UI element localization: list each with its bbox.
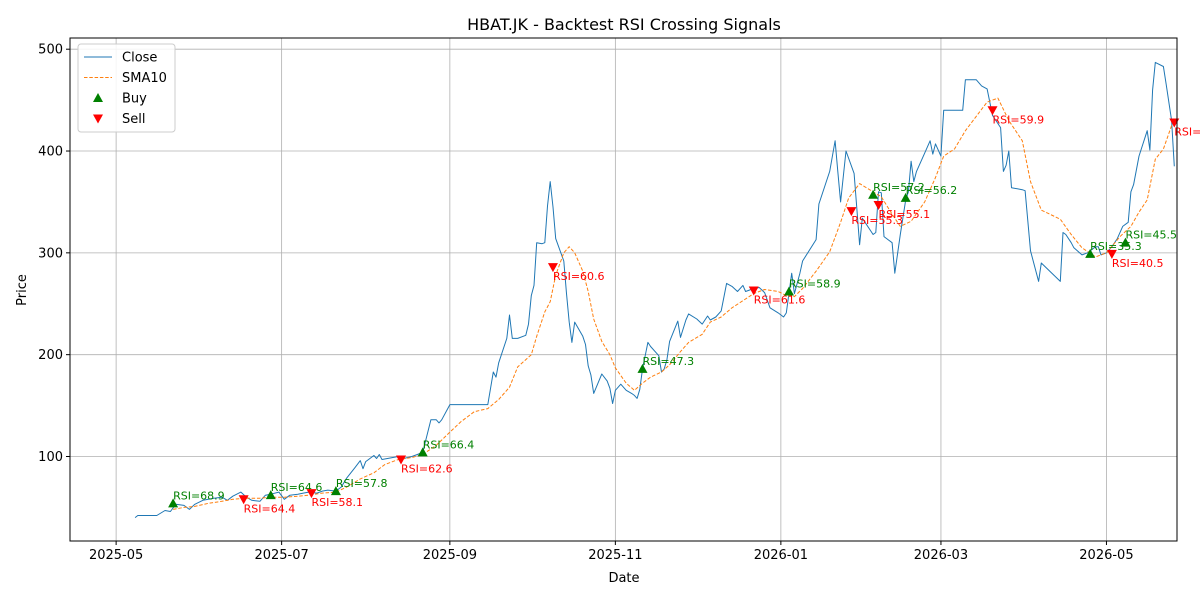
y-tick-label: 500	[38, 43, 63, 58]
sell-annotation: RSI=60.6	[553, 270, 605, 283]
y-tick-label: 300	[38, 246, 63, 261]
sell-annotation: RSI=64.4	[244, 502, 296, 515]
buy-marker	[168, 498, 179, 508]
buy-marker	[900, 192, 911, 202]
sell-annotation: RSI=55.1	[879, 208, 931, 221]
buy-annotation: RSI=35.3	[1090, 240, 1142, 253]
buy-annotation: RSI=58.9	[789, 278, 841, 291]
buy-marker	[637, 363, 648, 373]
buy-marker	[265, 490, 276, 500]
y-axis: 100 200 300 400 500	[38, 43, 70, 465]
buy-annotation: RSI=57.8	[336, 477, 388, 490]
legend-swatch-buy	[93, 93, 103, 102]
sell-marker	[873, 200, 884, 210]
series-close	[134, 61, 1175, 518]
buy-marker	[1120, 237, 1131, 247]
sell-marker	[238, 495, 249, 505]
buy-marker	[330, 486, 341, 496]
buy-annotation: RSI=57.2	[873, 181, 925, 194]
buy-annotation: RSI=68.9	[173, 489, 225, 502]
plot-frame	[69, 37, 1178, 542]
sell-marker	[396, 455, 407, 465]
sell-marker	[547, 263, 558, 273]
buy-annotation: RSI=56.2	[906, 184, 958, 197]
buy-annotation: RSI=66.4	[423, 438, 475, 451]
legend-box	[77, 43, 176, 133]
buy-marker	[868, 189, 879, 199]
y-tick-label: 100	[38, 450, 63, 465]
x-tick-label: 2026-03	[914, 548, 968, 563]
y-tick-label: 400	[38, 145, 63, 160]
x-tick-label: 2025-05	[89, 548, 143, 563]
x-tick-label: 2026-05	[1079, 548, 1133, 563]
legend: Close SMA10 Buy Sell	[77, 43, 176, 133]
grid	[70, 38, 1177, 541]
buy-annotation: RSI=45.5	[1125, 229, 1177, 242]
x-tick-label: 2025-07	[254, 548, 308, 563]
sell-annotation: RSI=61.6	[754, 294, 806, 307]
legend-label-buy: Buy	[122, 92, 147, 107]
sell-annotation: RSI=59.9	[993, 113, 1045, 126]
plot-area: RSI=68.9RSI=64.4RSI=64.6RSI=58.1RSI=57.8…	[134, 61, 1200, 518]
sell-marker	[306, 489, 317, 499]
x-tick-label: 2025-11	[588, 548, 642, 563]
legend-swatch-sell	[93, 114, 103, 124]
x-axis: 2025-05 2025-07 2025-09 2025-11 2026-01 2026-…	[89, 541, 1134, 563]
sell-marker	[1106, 249, 1117, 259]
buy-annotation: RSI=47.3	[642, 355, 694, 368]
sell-annotation: RSI=58.1	[311, 496, 363, 509]
sell-annotation: RSI=40.5	[1112, 257, 1164, 270]
sell-marker	[846, 207, 857, 217]
y-tick-label: 200	[38, 348, 63, 363]
chart-title: HBAT.JK - Backtest RSI Crossing Signals	[467, 15, 781, 34]
buy-marker	[1085, 248, 1096, 258]
sell-marker	[748, 286, 759, 296]
y-axis-title: Price	[15, 274, 30, 306]
x-tick-label: 2026-01	[754, 548, 808, 563]
series-sma10	[173, 97, 1173, 510]
legend-label-sell: Sell	[122, 112, 145, 127]
buy-marker	[784, 286, 795, 296]
sell-annotation: RSI=62.6	[401, 463, 453, 476]
sell-marker	[987, 106, 998, 116]
legend-label-close: Close	[122, 51, 157, 66]
x-axis-title: Date	[608, 571, 639, 586]
legend-label-sma10: SMA10	[122, 71, 167, 86]
sell-annotation: RSI=55.3	[851, 214, 903, 227]
sell-annotation: RSI=59.5	[1174, 126, 1200, 139]
buy-marker	[417, 447, 428, 457]
x-tick-label: 2025-09	[423, 548, 477, 563]
